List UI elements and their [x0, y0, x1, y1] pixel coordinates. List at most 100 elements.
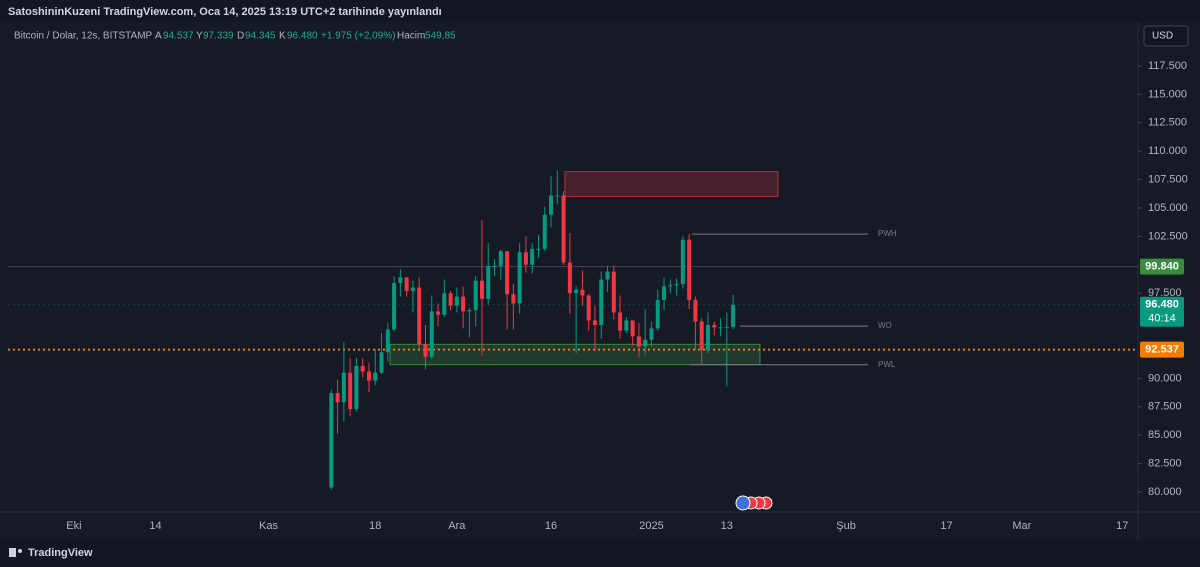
legend: Bitcoin / Dolar, 12s, BITSTAMP A 94.537 …: [14, 31, 456, 42]
price-tag-label: 99.840: [1145, 260, 1179, 272]
volume-key: Hacim: [397, 31, 425, 42]
candle-body: [530, 248, 535, 265]
candle-body: [436, 311, 441, 315]
y-tick-label: 117.500: [1148, 60, 1187, 72]
ohlc-key: A: [155, 31, 162, 42]
x-tick-label: Şub: [836, 520, 856, 532]
logo-mark: [9, 548, 16, 557]
candle-body: [580, 289, 585, 296]
candle-body: [618, 312, 623, 331]
event-flag[interactable]: [735, 495, 751, 511]
candle-body: [348, 372, 353, 410]
ohlc-value: 97.339: [203, 31, 234, 42]
candle-body: [373, 372, 378, 381]
candle-body: [574, 289, 579, 294]
candle-body: [687, 239, 692, 300]
candle-body: [542, 214, 547, 249]
candle-body: [592, 320, 597, 325]
x-tick-label: Ara: [448, 520, 466, 532]
countdown: 40:14: [1148, 313, 1176, 325]
annotation-label: PWH: [878, 229, 897, 238]
y-tick-label: 90.000: [1148, 372, 1182, 384]
candle-body: [599, 279, 604, 325]
candle-body: [492, 265, 497, 267]
x-tick-label: 17: [940, 520, 952, 532]
candle-body: [410, 287, 415, 291]
candle-body: [561, 195, 566, 263]
candle-body: [655, 299, 660, 329]
currency-label[interactable]: USD: [1152, 31, 1173, 42]
candle-body: [329, 393, 334, 488]
candle-body: [668, 285, 673, 287]
candle-body: [479, 280, 484, 299]
candle-body: [448, 293, 453, 306]
y-tick-label: 110.000: [1148, 145, 1187, 157]
symbol: Bitcoin / Dolar, 12s, BITSTAMP: [14, 31, 153, 42]
x-tick-label: 14: [149, 520, 161, 532]
ohlc-key: Y: [196, 31, 203, 42]
ohlc-value: 96.480: [287, 31, 318, 42]
logo-mark: [18, 549, 22, 553]
ohlc-value: 94.537: [163, 31, 194, 42]
x-tick-label: 2025: [639, 520, 663, 532]
annotation-label: WO: [878, 321, 892, 330]
price-tag: [1140, 258, 1184, 275]
x-tick-label: 16: [545, 520, 557, 532]
candle-body: [611, 271, 616, 313]
candle-body: [536, 248, 541, 250]
candle-body: [624, 320, 629, 331]
x-tick-label: 13: [721, 520, 733, 532]
candle-body: [523, 252, 528, 265]
candle-body: [461, 296, 466, 312]
candle-body: [636, 336, 641, 347]
candle-body: [429, 311, 434, 357]
candle-body: [354, 365, 359, 410]
events-icon[interactable]: [735, 495, 773, 511]
y-tick-label: 102.500: [1148, 230, 1188, 242]
candle-body: [379, 352, 384, 373]
candle-body: [718, 327, 723, 329]
x-tick-label: Kas: [259, 520, 278, 532]
candle-body: [417, 287, 422, 345]
candle-body: [505, 251, 510, 295]
candle-body: [643, 339, 648, 347]
zone: [389, 343, 761, 366]
candle-body: [693, 299, 698, 322]
y-tick-label: 115.000: [1148, 88, 1187, 100]
x-tick-label: Mar: [1012, 520, 1031, 532]
price-tag-label: 96.480: [1145, 299, 1179, 311]
candle-body: [549, 195, 554, 215]
annotation-label: PWL: [878, 360, 896, 369]
y-tick-label: 82.500: [1148, 458, 1182, 470]
candle-body: [442, 293, 447, 315]
candle-body: [511, 294, 516, 304]
price-tag: [1140, 296, 1184, 327]
ohlc-key: K: [279, 31, 286, 42]
candle-body: [699, 321, 704, 350]
candle-body: [680, 239, 685, 285]
y-tick-label: 87.500: [1148, 401, 1182, 413]
candle-body: [335, 393, 340, 403]
y-tick-label: 107.500: [1148, 173, 1188, 185]
candle-body: [366, 371, 371, 381]
publish-title: SatoshininKuzeni TradingView.com, Oca 14…: [8, 6, 442, 18]
candle-body: [486, 265, 491, 299]
candle-body: [724, 326, 729, 328]
candle-body: [454, 296, 459, 306]
candle-body: [398, 277, 403, 283]
candle-body: [712, 324, 717, 328]
candle-body: [662, 286, 667, 300]
ohlc-key: D: [237, 31, 244, 42]
candle-body: [649, 328, 654, 340]
candle-body: [586, 295, 591, 321]
currency-button[interactable]: [1143, 25, 1189, 47]
y-tick-label: 97.500: [1148, 287, 1182, 299]
candle-body: [404, 277, 409, 291]
x-tick-label: 18: [369, 520, 381, 532]
y-tick-label: 105.000: [1148, 202, 1188, 214]
candle-body: [605, 271, 610, 280]
candle-body: [705, 324, 710, 350]
candle-body: [392, 282, 397, 330]
footer-logo: TradingView: [9, 547, 93, 559]
